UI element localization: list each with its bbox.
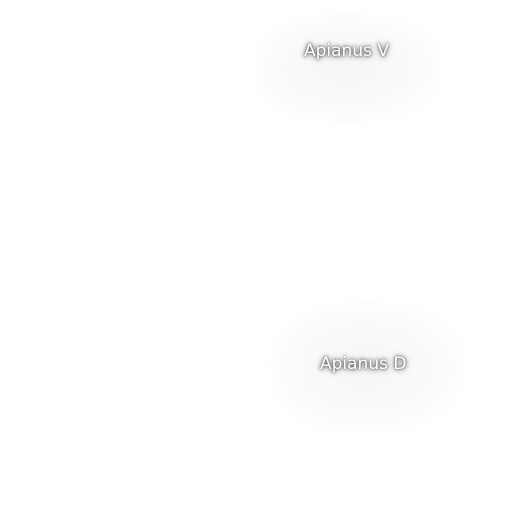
label-halo-apianus-v (252, 12, 442, 124)
crater-label-apianus-v: Apianus V (304, 41, 389, 61)
crater-label-apianus-d: Apianus D (320, 354, 407, 374)
label-halo-apianus-d (268, 300, 464, 434)
